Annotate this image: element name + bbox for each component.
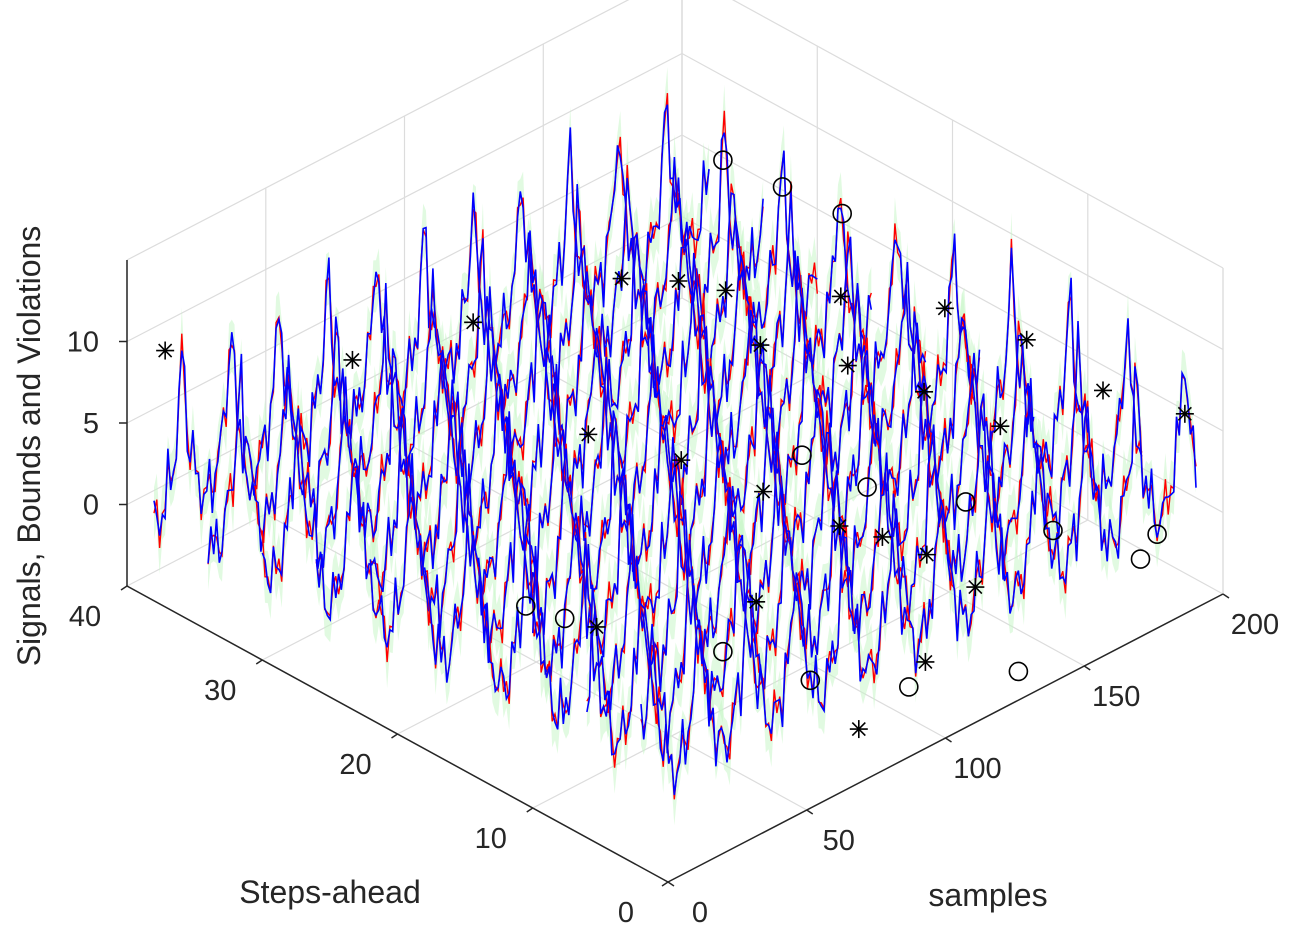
bound-band	[208, 84, 764, 591]
violation-star	[1175, 404, 1194, 423]
bound-band	[478, 212, 1034, 730]
y-tick-mark	[661, 881, 669, 887]
wall-top-edge	[126, 0, 1224, 269]
y-tick-label: 40	[69, 601, 101, 633]
violation-circle	[554, 608, 575, 629]
violation-star	[873, 527, 892, 546]
violation-circle	[955, 492, 976, 512]
violation-star	[343, 350, 362, 369]
x-tick-mark	[1083, 665, 1091, 671]
x-tick-label: 150	[1092, 681, 1140, 713]
violation-circle	[1147, 524, 1167, 545]
forecast-line	[640, 366, 1197, 796]
violation-circle	[713, 150, 733, 170]
violation-star	[991, 417, 1010, 436]
forecast-line	[586, 318, 1143, 756]
forecast-line	[369, 236, 927, 648]
forecast-line	[423, 233, 981, 683]
violation-star	[831, 287, 850, 306]
violation-star	[754, 482, 773, 501]
violation-star	[579, 425, 598, 444]
violation-circle	[792, 445, 812, 466]
violation-star	[464, 313, 483, 332]
axes	[119, 260, 1230, 887]
violation-star	[830, 517, 849, 535]
violation-star	[917, 545, 936, 564]
violation-star	[966, 578, 985, 597]
y-axis-label: Steps-ahead	[239, 874, 420, 910]
x-tick-label: 0	[692, 897, 708, 929]
y-tick-mark	[120, 585, 128, 591]
y-tick-label: 20	[339, 749, 371, 781]
z-tick-label: 0	[83, 490, 99, 522]
z-grid-line	[126, 134, 1224, 432]
violation-circle	[1130, 549, 1151, 569]
x-tick-label: 50	[823, 825, 855, 857]
y-tick-mark	[255, 659, 263, 665]
z-axis-label: Signals, Bounds and Violations	[11, 226, 47, 667]
violation-star	[587, 617, 606, 636]
violation-circle	[800, 670, 821, 691]
signal-lines	[153, 93, 1197, 800]
violation-star	[716, 281, 735, 300]
z-grid-line	[126, 52, 1224, 351]
tick-labels: 0 50 100 150 200 0 10 20 30 40 0 5 10	[67, 327, 1279, 930]
violation-star	[156, 341, 175, 360]
x-tick-mark	[1222, 593, 1230, 599]
z-tick-label: 10	[67, 327, 99, 359]
y-tick-label: 30	[204, 675, 236, 707]
x-tick-mark	[806, 809, 814, 815]
y-tick-mark	[526, 807, 534, 813]
violation-circle	[515, 596, 536, 616]
violation-star	[672, 451, 691, 470]
y-tick-label: 10	[475, 823, 507, 855]
forecast-line	[477, 247, 1035, 702]
x-tick-label: 100	[953, 753, 1001, 785]
violation-circle	[857, 477, 877, 497]
violation-star	[751, 336, 770, 355]
violation-star	[1094, 381, 1112, 400]
x-tick-mark	[667, 881, 675, 887]
y-grid-line	[532, 194, 1089, 809]
violation-star	[1017, 330, 1036, 349]
actual-signal-line	[261, 151, 818, 594]
violation-star	[849, 720, 868, 739]
x-axis-label: samples	[928, 877, 1047, 913]
x-tick-label: 200	[1231, 609, 1279, 641]
bound-band	[532, 271, 1088, 754]
violation-circle	[832, 203, 853, 224]
violation-star	[747, 592, 766, 611]
violation-star	[669, 272, 688, 290]
violation-circle	[898, 677, 919, 697]
violation-star	[838, 356, 857, 375]
x-tick-mark	[945, 737, 952, 743]
violation-circle	[772, 177, 793, 197]
violation-circle	[713, 641, 733, 662]
y-tick-label: 0	[618, 897, 634, 929]
violation-star	[916, 652, 935, 671]
violation-circle	[1043, 520, 1063, 541]
forecast-line	[207, 132, 764, 564]
violation-markers	[156, 150, 1194, 739]
violation-circle	[1008, 661, 1029, 682]
violation-star	[612, 269, 631, 288]
violation-star	[915, 382, 934, 401]
y-tick-mark	[391, 733, 398, 739]
z-tick-label: 5	[83, 408, 99, 440]
violation-star	[935, 299, 954, 318]
